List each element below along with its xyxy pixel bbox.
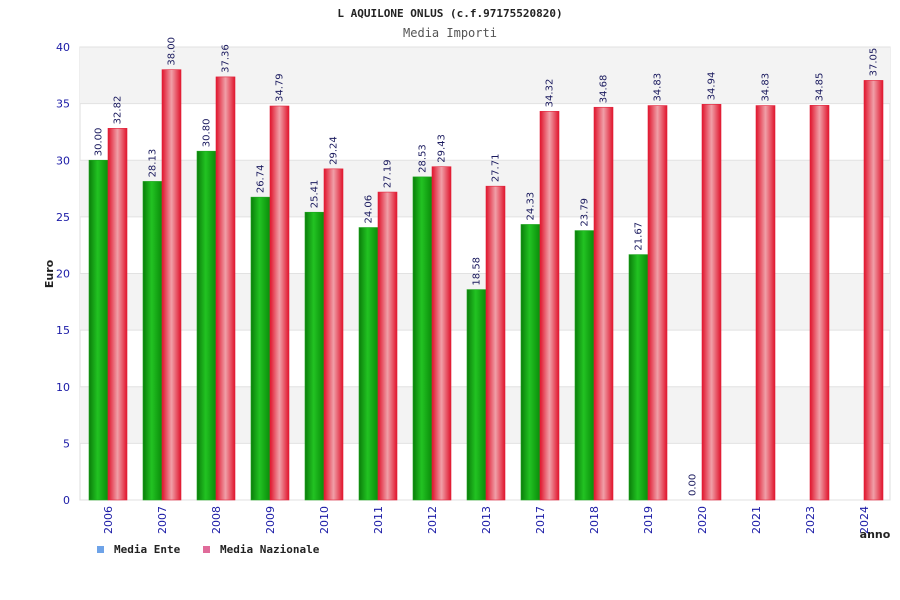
chart-subtitle: Media Importi [403,26,497,40]
value-label: 24.33 [526,192,537,221]
bar-media-nazionale [377,191,398,501]
bars [88,69,884,501]
y-tick-label: 5 [63,437,70,450]
legend-swatch-media-ente [97,546,104,553]
x-tick-label: 2021 [750,506,763,534]
value-label: 28.13 [148,149,159,178]
value-label: 34.83 [761,73,772,102]
chart-title: L AQUILONE ONLUS (c.f.97175520820) [337,7,562,20]
value-label: 37.36 [221,44,232,73]
y-tick-label: 10 [56,381,70,394]
legend: Media Ente Media Nazionale [97,543,320,556]
x-tick-label: 2006 [102,506,115,534]
y-axis-label: Euro [43,259,56,288]
legend-label-media-nazionale: Media Nazionale [220,543,320,556]
bar-media-nazionale [701,104,722,501]
bar-media-nazionale [269,105,290,501]
value-label: 32.82 [113,96,124,125]
bar-media-nazionale [539,111,560,501]
x-axis-ticks: 2006 2007 2008 2009 2010 2011 2012 2013 2017 2018… [102,506,871,534]
legend-swatch-media-nazionale [203,546,210,553]
value-label: 25.41 [310,180,321,209]
value-label: 24.06 [364,195,375,224]
bar-media-nazionale [431,166,452,501]
x-tick-label: 2018 [588,506,601,534]
value-label: 21.67 [634,222,645,251]
bar-media-nazionale [755,105,776,501]
bar-media-nazionale [863,80,884,501]
x-tick-label: 2013 [480,506,493,534]
value-label: 18.58 [472,257,483,286]
y-tick-label: 25 [56,211,70,224]
value-label: 26.74 [256,165,267,194]
value-label: 37.05 [869,48,880,77]
x-tick-label: 2009 [264,506,277,534]
bar-media-nazionale [215,76,236,501]
value-label: 38.00 [167,37,178,66]
y-tick-label: 15 [56,324,70,337]
grid-band [80,47,890,104]
x-tick-label: 2008 [210,506,223,534]
value-label: 34.79 [275,73,286,102]
bar-media-ente [412,176,433,501]
x-tick-label: 2011 [372,506,385,534]
x-tick-label: 2020 [696,506,709,534]
bar-media-ente [520,224,541,501]
bar-media-nazionale [161,69,182,501]
bar-media-nazionale [593,106,614,501]
y-tick-label: 20 [56,268,70,281]
x-tick-label: 2012 [426,506,439,534]
x-tick-label: 2023 [804,506,817,534]
bar-media-ente [574,230,595,501]
bar-media-ente [196,150,217,501]
value-label: 0.00 [688,474,699,496]
bar-media-nazionale [647,105,668,501]
value-label: 29.43 [437,134,448,163]
x-tick-label: 2024 [858,506,871,534]
bar-media-ente [250,196,271,501]
value-labels: 30.00 32.82 28.13 38.00 30.80 37.36 26.74 34.79… [94,37,880,496]
y-tick-label: 30 [56,154,70,167]
value-label: 27.71 [491,154,502,183]
bar-media-ente [304,211,325,501]
value-label: 30.00 [94,128,105,157]
x-axis-label: anno [860,528,891,541]
x-tick-label: 2017 [534,506,547,534]
value-label: 34.94 [707,72,718,101]
bar-media-ente [88,159,109,501]
x-tick-label: 2007 [156,506,169,534]
y-axis-ticks: 0 5 10 15 20 25 30 35 40 [56,41,70,507]
x-tick-label: 2019 [642,506,655,534]
value-label: 27.19 [383,159,394,188]
y-tick-label: 0 [63,494,70,507]
value-label: 34.85 [815,73,826,102]
value-label: 30.80 [202,119,213,148]
value-label: 34.32 [545,79,556,108]
bar-media-ente [358,227,379,501]
bar-media-nazionale [809,105,830,501]
bar-media-nazionale [107,128,128,501]
y-tick-label: 40 [56,41,70,54]
value-label: 23.79 [580,198,591,227]
bar-media-ente [628,254,649,501]
bar-media-nazionale [323,168,344,501]
value-label: 29.24 [329,136,340,165]
x-tick-label: 2010 [318,506,331,534]
bar-media-ente [466,289,487,501]
value-label: 34.68 [599,75,610,104]
value-label: 28.53 [418,144,429,173]
value-label: 34.83 [653,73,664,102]
bar-media-ente [142,181,163,501]
legend-label-media-ente: Media Ente [114,543,181,556]
y-tick-label: 35 [56,98,70,111]
bar-media-nazionale [485,185,506,501]
